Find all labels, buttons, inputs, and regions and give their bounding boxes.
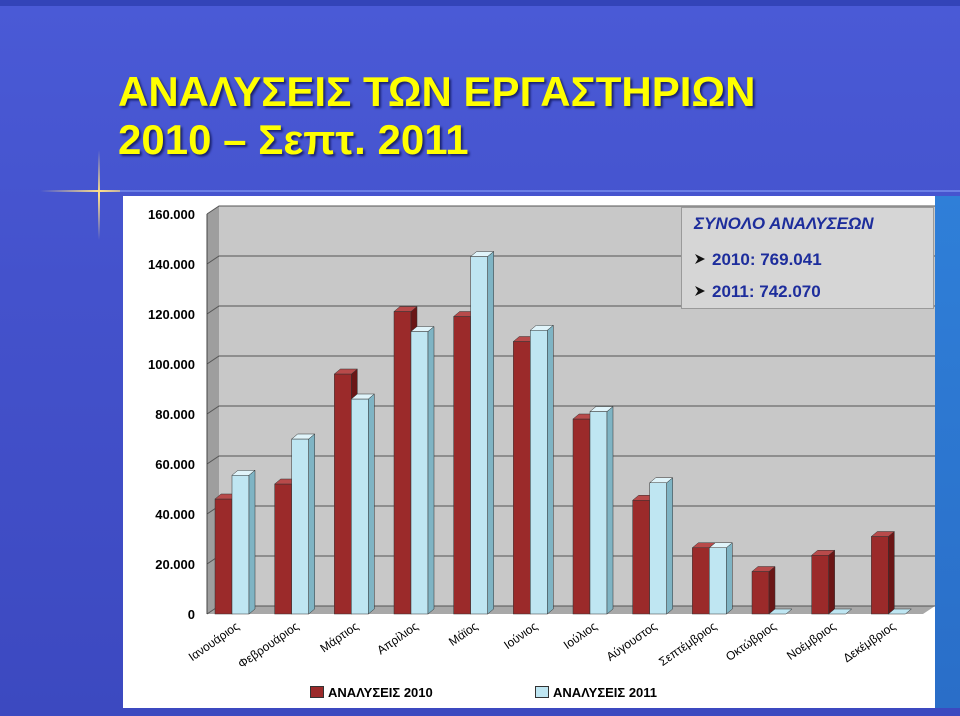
- bar-2010-7: [632, 500, 650, 615]
- legend-item-2010: ΑΝΑΛΥΣΕΙΣ 2010: [310, 685, 433, 700]
- x-tick-label: Σεπτέμβριος: [656, 619, 719, 669]
- bar-2011-5-side: [547, 324, 554, 615]
- x-tick-label: Ιούνιος: [501, 619, 540, 652]
- x-tick-label: Ιανουάριος: [186, 619, 242, 664]
- x-tick-label: Δεκέμβριος: [840, 619, 898, 665]
- bar-2010-1: [274, 483, 292, 615]
- bar-2011-1-top: [290, 433, 316, 440]
- y-tick-label: 160.000: [148, 207, 195, 222]
- y-tick-label: 120.000: [148, 307, 195, 322]
- bar-2011-4-side: [487, 250, 494, 615]
- bar-2010-9-side: [768, 565, 776, 615]
- bar-2011-4-top: [469, 251, 495, 257]
- bar-2010-0: [214, 498, 233, 615]
- bar-2011-6-side: [606, 405, 614, 615]
- totals-box: ΣΥΝΟΛΟ ΑΝΑΛΥΣΕΩΝ 2010: 769.041 2011: 742…: [681, 207, 934, 309]
- right-edge-band: [935, 196, 960, 708]
- bar-2011-2: [351, 398, 369, 615]
- bar-chart: 0 20.000 40.000 60.000 80.000 100.000 120.000 1…: [148, 205, 935, 671]
- bar-2011-7-top: [648, 477, 674, 483]
- bar-2010-5: [513, 341, 531, 615]
- bar-2011-5: [530, 330, 548, 615]
- totals-2011-label: 2011: 742.070: [712, 282, 821, 301]
- y-tick-label: 20.000: [155, 557, 195, 572]
- x-tick-label: Ιούλιος: [561, 619, 600, 652]
- bar-2010-2-top: [333, 368, 359, 375]
- bar-2011-8-side: [726, 542, 733, 615]
- y-tick-label: 80.000: [155, 407, 195, 422]
- bar-2010-3-top: [393, 306, 418, 312]
- top-strip: [0, 0, 960, 6]
- bar-2010-9-top: [751, 566, 776, 572]
- bar-2010-11: [871, 536, 889, 615]
- y-tick-label: 0: [188, 607, 195, 622]
- bar-2011-3-side: [427, 325, 435, 615]
- bar-2011-6-top: [589, 406, 614, 412]
- gridline: [206, 205, 935, 215]
- chart-legend: ΑΝΑΛΥΣΕΙΣ 2010 ΑΝΑΛΥΣΕΙΣ 2011: [310, 685, 730, 703]
- y-tick-label: 40.000: [155, 507, 195, 522]
- bar-2011-6: [589, 411, 608, 615]
- y-tick-label: 60.000: [155, 457, 195, 472]
- legend-swatch-2011: [535, 686, 549, 698]
- bar-2011-4: [470, 256, 488, 615]
- slide-title: ΑΝΑΛΥΣΕΙΣ ΤΩΝ ΕΡΓΑΣΤΗΡΙΩΝ 2010 – Σεπτ. 2…: [118, 68, 755, 164]
- bar-2010-9: [751, 571, 770, 615]
- gridline: [206, 355, 935, 365]
- bar-2011-1-side: [308, 433, 315, 615]
- bar-2011-8: [709, 547, 727, 615]
- bar-2010-3: [393, 311, 412, 615]
- gridline: [206, 405, 935, 415]
- bar-2010-8: [692, 547, 710, 615]
- y-tick-label: 140.000: [148, 257, 195, 272]
- arrowhead-bullet-icon: [694, 282, 706, 302]
- totals-row-2010: 2010: 769.041: [694, 250, 822, 270]
- bar-2011-0: [231, 475, 250, 615]
- slide-title-line1: ΑΝΑΛΥΣΕΙΣ ΤΩΝ ΕΡΓΑΣΤΗΡΙΩΝ: [118, 68, 756, 115]
- bar-2011-3: [410, 331, 429, 615]
- totals-row-2011: 2011: 742.070: [694, 282, 821, 302]
- x-tick-label: Μάϊος: [446, 619, 480, 649]
- bar-2010-11-top: [870, 531, 896, 537]
- arrowhead-bullet-icon: [694, 250, 706, 270]
- sparkle-decoration: [40, 190, 160, 192]
- bar-2011-10: [827, 608, 853, 615]
- x-tick-label: Οκτώβριος: [723, 619, 779, 664]
- bar-2010-11-side: [888, 530, 895, 615]
- bar-2011-7-side: [666, 477, 673, 615]
- title-underline: [120, 190, 960, 192]
- bar-2011-2-top: [350, 393, 376, 400]
- bar-2011-7: [649, 482, 667, 615]
- x-tick-label: Αύγουστος: [604, 619, 660, 664]
- x-tick-label: Απρίλιος: [374, 619, 421, 657]
- bar-2011-9: [768, 608, 793, 615]
- legend-label-2010: ΑΝΑΛΥΣΕΙΣ 2010: [328, 685, 433, 700]
- bar-2010-10-side: [828, 549, 835, 615]
- legend-item-2011: ΑΝΑΛΥΣΕΙΣ 2011: [535, 685, 657, 700]
- bar-2011-1: [291, 438, 309, 615]
- totals-heading: ΣΥΝΟΛΟ ΑΝΑΛΥΣΕΩΝ: [694, 214, 874, 233]
- bar-2010-2: [334, 373, 352, 615]
- bar-2011-11: [887, 608, 913, 615]
- x-tick-label: Μάρτιος: [317, 619, 361, 656]
- gridline: [206, 455, 935, 465]
- bar-2010-10-top: [810, 550, 836, 556]
- slide-title-line2: 2010 – Σεπτ. 2011: [118, 116, 469, 163]
- totals-2010-label: 2010: 769.041: [712, 250, 822, 269]
- bar-2011-3-top: [410, 326, 435, 332]
- sparkle-decoration-vertical: [98, 150, 100, 240]
- legend-label-2011: ΑΝΑΛΥΣΕΙΣ 2011: [553, 685, 658, 700]
- bar-2010-4: [453, 316, 471, 615]
- bar-2011-5-top: [529, 325, 555, 331]
- bar-2010-10: [811, 555, 829, 615]
- y-tick-label: 100.000: [148, 357, 195, 372]
- bar-2011-2-side: [368, 393, 375, 615]
- bar-2011-8-top: [708, 542, 734, 548]
- bar-2011-0-side: [248, 469, 256, 615]
- bar-2011-0-top: [231, 470, 256, 476]
- x-tick-label: Φεβρουάριος: [235, 619, 301, 671]
- legend-swatch-2010: [310, 686, 324, 698]
- bar-2010-6: [572, 418, 591, 615]
- x-tick-label: Νοέμβριος: [784, 619, 838, 663]
